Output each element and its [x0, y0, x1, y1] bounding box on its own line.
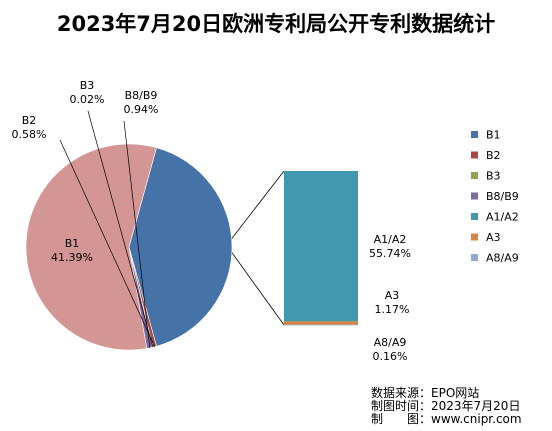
data-label-b8-b9-name: B8/B9: [125, 89, 158, 102]
legend-label-a8-a9: A8/A9: [486, 252, 519, 265]
bar-segment-a8-a9: [284, 324, 358, 326]
breakdown-bar: [284, 171, 358, 326]
legend-label-a3: A3: [486, 231, 501, 244]
data-label-b3-name: B3: [80, 79, 95, 92]
legend-label-b2: B2: [486, 149, 501, 162]
footer-date: 制图时间：2023年7月20日: [371, 399, 521, 413]
data-label-a8-a9-value: 0.16%: [373, 350, 408, 363]
pie-slice-other: [25, 143, 157, 351]
legend-swatch-a3: [471, 233, 478, 241]
data-label-a1-a2-value: 55.74%: [369, 247, 411, 260]
legend-swatch-a8-a9: [471, 254, 478, 261]
footer-maker: 制 图：www.cnipr.com: [371, 412, 522, 426]
leader-line-b8-b9: [123, 120, 151, 348]
data-label-b2-name: B2: [22, 114, 37, 127]
data-label-b3-value: 0.02%: [70, 93, 105, 106]
leader-line-b2: [59, 139, 156, 347]
legend-label-b1: B1: [486, 129, 501, 142]
data-label-a1-a2-name: A1/A2: [374, 233, 407, 246]
legend-label-b8-b9: B8/B9: [486, 190, 519, 203]
legend: B1 B2 B3 B8/B9 A1/A2 A3 A8/A9: [471, 129, 519, 265]
data-label-a3-name: A3: [385, 289, 400, 302]
legend-label-b3: B3: [486, 170, 501, 183]
data-label-a8-a9-name: A8/A9: [374, 336, 407, 349]
bar-segment-a3: [284, 321, 358, 325]
footer-source: 数据来源：EPO网站: [371, 386, 480, 400]
footer-notes: 数据来源：EPO网站 制图时间：2023年7月20日 制 图：www.cnipr…: [371, 387, 522, 426]
data-label-b8-b9-value: 0.94%: [124, 103, 159, 116]
legend-swatch-b3: [471, 172, 478, 179]
data-label-b1-name: B1: [65, 237, 80, 250]
legend-swatch-b2: [471, 151, 478, 159]
pie: [25, 143, 233, 351]
legend-label-a1-a2: A1/A2: [486, 211, 519, 224]
data-label-b2-value: 0.58%: [12, 128, 47, 141]
pie-slice-b1: [128, 147, 233, 347]
leader-line-b3: [87, 110, 154, 348]
data-label-b1-value: 41.39%: [51, 251, 93, 264]
chart-title: 2023年7月20日欧洲专利局公开专利数据统计: [56, 12, 496, 36]
data-label-a3-value: 1.17%: [375, 303, 410, 316]
legend-swatch-b1: [471, 131, 478, 138]
legend-swatch-a1-a2: [471, 213, 478, 220]
legend-swatch-b8-b9: [471, 192, 478, 200]
bar-segment-a1-a2: [284, 171, 358, 322]
